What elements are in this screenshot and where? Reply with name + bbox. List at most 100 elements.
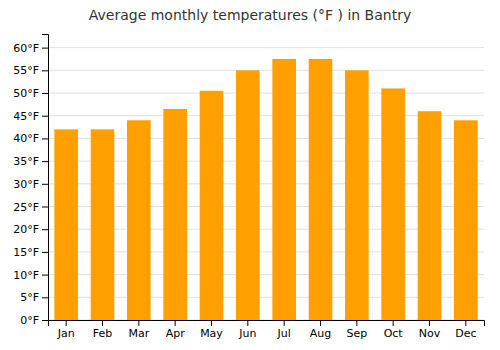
bar (381, 88, 405, 320)
x-tick-label: Feb (93, 327, 112, 340)
y-tick: 40°F (13, 132, 48, 145)
y-tick-label: 20°F (13, 223, 39, 236)
y-tick: 30°F (13, 178, 48, 191)
bar (54, 129, 78, 320)
y-tick-mark (42, 320, 48, 321)
x-tick: Aug (310, 320, 331, 340)
bar (309, 59, 333, 320)
x-tick: Jun (238, 320, 256, 340)
y-tick-label: 50°F (13, 87, 39, 100)
y-tick-label: 25°F (13, 201, 39, 214)
x-tick-label: Jul (277, 327, 291, 340)
x-tick-label: May (200, 327, 223, 340)
bar (200, 91, 224, 320)
bar (345, 70, 369, 320)
x-tick-mark (393, 320, 394, 326)
y-tick: 5°F (20, 291, 48, 304)
y-tick-mark (42, 48, 48, 49)
y-tick-mark (42, 229, 48, 230)
x-tick: Dec (455, 320, 476, 340)
bars (54, 59, 477, 320)
y-tick-label: 35°F (13, 155, 39, 168)
x-axis-line (49, 321, 485, 327)
x-tick-label: Jun (238, 327, 256, 340)
x-tick-mark (175, 320, 176, 326)
y-tick: 45°F (13, 110, 48, 123)
x-tick-mark (356, 320, 357, 326)
x-tick-mark (465, 320, 466, 326)
x-tick-mark (429, 320, 430, 326)
y-tick-label: 45°F (13, 110, 39, 123)
plot: Jan Feb Mar Apr May Jun Jul Aug Sep Oct Nov Dec 0°F 5… (13, 35, 484, 340)
x-tick-label: Dec (455, 327, 476, 340)
grid-line (48, 93, 484, 94)
bar (418, 111, 442, 320)
x-tick-mark (211, 320, 212, 326)
y-tick-label: 0°F (20, 314, 39, 327)
x-tick: May (200, 320, 223, 340)
bar (272, 59, 296, 320)
x-tick-label: Jan (57, 327, 75, 340)
title: Average monthly temperatures (°F ) in Ba… (89, 7, 411, 23)
y-tick: 55°F (13, 64, 48, 77)
x-tick-mark (284, 320, 285, 326)
x-tick: Feb (93, 320, 112, 340)
y-tick-label: 55°F (13, 64, 39, 77)
y-tick: 50°F (13, 87, 48, 100)
y-axis: 0°F 5°F 10°F 15°F 20°F 25°F 30°F 35°F 40°F 45°F 50… (13, 35, 48, 328)
y-tick-mark (42, 297, 48, 298)
y-tick-label: 40°F (13, 132, 39, 145)
y-tick-mark (42, 252, 48, 253)
x-tick: Jul (277, 320, 291, 340)
chart-container: Average monthly temperatures (°F ) in Ba… (0, 0, 500, 350)
y-tick-label: 15°F (13, 246, 39, 259)
x-tick-label: Sep (346, 327, 367, 340)
y-tick-mark (42, 70, 48, 71)
x-tick-label: Oct (384, 327, 404, 340)
bar (454, 120, 478, 320)
y-tick-mark (42, 93, 48, 94)
y-tick: 10°F (13, 269, 48, 282)
y-tick-label: 10°F (13, 269, 39, 282)
x-tick-mark (66, 320, 67, 326)
x-axis: Jan Feb Mar Apr May Jun Jul Aug Sep Oct Nov Dec (49, 320, 485, 340)
bar (163, 109, 187, 320)
y-tick-mark (42, 275, 48, 276)
y-tick: 60°F (13, 42, 48, 55)
y-tick: 0°F (20, 314, 48, 327)
x-tick-label: Aug (310, 327, 331, 340)
x-tick: Jan (57, 320, 75, 340)
y-tick-mark (42, 184, 48, 185)
y-tick: 35°F (13, 155, 48, 168)
y-axis-line (42, 35, 49, 321)
x-tick: Sep (346, 320, 367, 340)
y-tick-mark (42, 207, 48, 208)
y-tick-label: 30°F (13, 178, 39, 191)
bar (127, 120, 151, 320)
x-tick-label: Apr (166, 327, 186, 340)
bar (236, 70, 260, 320)
y-tick-mark (42, 116, 48, 117)
x-tick-mark (247, 320, 248, 326)
y-tick-mark (42, 161, 48, 162)
y-tick: 20°F (13, 223, 48, 236)
y-tick: 25°F (13, 201, 48, 214)
y-tick-label: 5°F (20, 291, 39, 304)
x-tick-label: Mar (128, 327, 149, 340)
y-tick: 15°F (13, 246, 48, 259)
chart: Average monthly temperatures (°F ) in Ba… (0, 0, 500, 350)
x-tick-mark (138, 320, 139, 326)
x-tick: Oct (384, 320, 404, 340)
y-tick-mark (42, 138, 48, 139)
x-tick-label: Nov (419, 327, 441, 340)
y-tick-label: 60°F (13, 42, 39, 55)
bar (91, 129, 115, 320)
grid-line (48, 47, 484, 48)
x-tick-mark (320, 320, 321, 326)
x-tick-mark (102, 320, 103, 326)
x-tick: Nov (419, 320, 441, 340)
grid-line (48, 70, 484, 71)
x-tick: Apr (166, 320, 186, 340)
x-tick: Mar (128, 320, 149, 340)
grid (48, 48, 484, 320)
